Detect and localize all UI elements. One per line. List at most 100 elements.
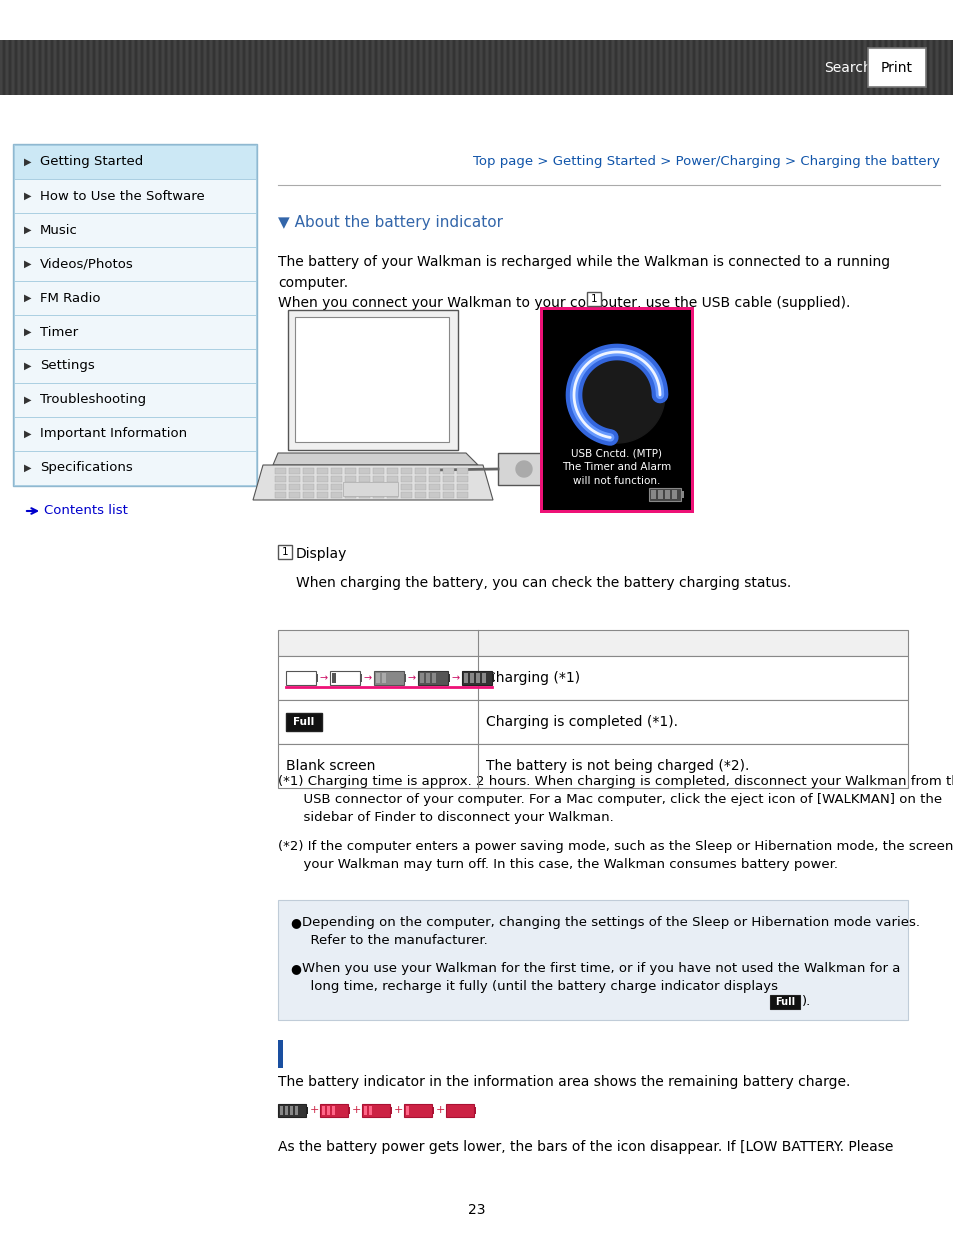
Text: USB Cnctd. (MTP): USB Cnctd. (MTP) [571,448,661,458]
Bar [419,40,421,95]
Bar [317,40,319,95]
Bar [108,40,110,95]
Bar [890,40,892,95]
Bar [780,40,781,95]
Bar [222,40,224,95]
Bar [840,40,841,95]
Bar [377,40,379,95]
Bar [426,673,430,683]
Bar [893,40,895,95]
Bar [236,40,239,95]
Bar [442,475,454,482]
Text: ●: ● [290,962,300,974]
Bar [692,40,695,95]
Bar [358,468,370,474]
Bar [316,468,328,474]
Bar [415,475,426,482]
Bar [573,40,575,95]
Bar [254,40,256,95]
Bar [917,40,919,95]
Bar [331,484,341,490]
Bar [198,40,200,95]
Bar [345,484,355,490]
Bar [612,40,614,95]
Bar [303,468,314,474]
Bar [14,383,255,417]
Bar [358,492,370,498]
Bar [419,673,423,683]
Bar [797,40,800,95]
Bar [201,40,203,95]
Polygon shape [253,466,493,500]
Bar [429,40,431,95]
Text: Specifications: Specifications [40,462,132,474]
Bar [289,484,299,490]
Polygon shape [288,310,457,450]
Bar [641,40,643,95]
Bar [659,40,661,95]
Text: ▶: ▶ [24,395,31,405]
Bar [503,40,505,95]
Bar [215,40,218,95]
Bar [785,40,787,95]
Bar [563,40,565,95]
Bar [277,545,292,559]
Bar [111,40,112,95]
Bar [15,40,17,95]
Bar [650,490,656,499]
Bar [415,484,426,490]
Bar [54,40,56,95]
Bar [14,451,255,485]
Bar [869,40,871,95]
Bar [539,308,693,513]
Bar [316,492,328,498]
Bar [204,40,206,95]
Bar [332,673,335,683]
Bar [387,492,397,498]
Bar [233,40,235,95]
Text: Search: Search [823,61,871,74]
Bar [920,40,923,95]
Bar [277,900,907,1020]
Text: Depending on the computer, changing the settings of the Sleep or Hibernation mod: Depending on the computer, changing the … [302,916,919,947]
Bar [380,40,382,95]
Bar [518,40,520,95]
Bar [539,40,541,95]
Bar [432,40,434,95]
Bar [345,468,355,474]
Text: (*2) If the computer enters a power saving mode, such as the Sleep or Hibernatio: (*2) If the computer enters a power savi… [277,840,953,871]
Polygon shape [568,347,664,443]
Text: The battery is not being charged (*2).: The battery is not being charged (*2). [485,760,749,773]
Bar [513,40,515,95]
Bar [345,475,355,482]
Bar [343,482,397,496]
Bar [683,40,685,95]
Bar [401,40,403,95]
Bar [470,673,474,683]
Bar [400,475,412,482]
Bar [740,40,742,95]
Text: Full: Full [774,997,794,1007]
Bar [387,484,397,490]
Text: Print: Print [880,61,912,74]
Bar [468,40,470,95]
Bar [731,40,733,95]
Bar [464,40,467,95]
Bar [851,40,853,95]
Bar [278,40,281,95]
Bar [608,40,610,95]
Bar [364,1107,367,1115]
Bar [66,40,68,95]
Text: +: + [310,1105,319,1115]
Bar [316,484,328,490]
Bar [327,40,329,95]
Text: The battery indicator in the information area shows the remaining battery charge: The battery indicator in the information… [277,1074,849,1089]
Bar [14,179,255,212]
Bar [442,468,454,474]
Bar [699,40,700,95]
Bar [177,40,179,95]
Bar [809,40,811,95]
Text: 1: 1 [281,547,288,557]
Bar [303,40,305,95]
Bar [764,40,766,95]
